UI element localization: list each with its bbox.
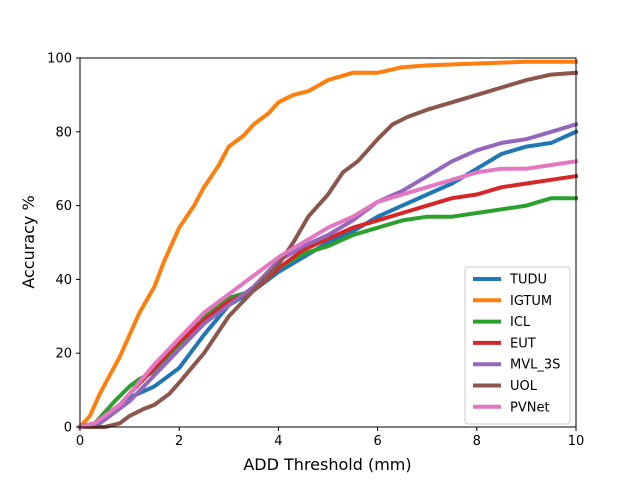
y-tick-label: 60 [55,199,72,214]
series-lines [77,59,579,430]
legend-items: TUDU IGTUM ICL EUT MVL_3S UOL PVNet [473,273,560,415]
legend-label: MVL_3S [510,358,560,373]
y-axis-ticks: 0 20 40 60 80 100 [47,52,80,436]
y-tick-label: 100 [47,52,72,67]
y-tick-label: 80 [55,125,72,140]
axes-frame [79,57,577,428]
x-tick-label: 8 [473,434,481,449]
y-axis-label: Accuracy % [19,195,38,288]
x-tick-label: 6 [373,434,381,449]
y-tick-label: 20 [55,347,72,362]
x-tick-label: 4 [274,434,282,449]
y-tick-label: 0 [64,421,72,436]
x-tick-label: 10 [568,434,585,449]
x-tick-label: 2 [175,434,183,449]
plot-area [77,57,579,430]
legend: TUDU IGTUM ICL EUT MVL_3S UOL PVNet [464,266,571,425]
legend-label: IGTUM [510,294,552,309]
legend-label: ICL [510,315,531,330]
series-line-igtum [77,59,578,430]
series-line-pvnet [77,159,579,430]
legend-label: TUDU [509,273,547,288]
y-tick-label: 40 [55,273,72,288]
legend-label: PVNet [510,400,550,415]
legend-label: UOL [510,379,538,394]
legend-label: EUT [510,336,536,351]
series-line-uol [78,70,579,429]
x-axis-label: ADD Threshold (mm) [243,455,411,474]
x-tick-label: 0 [76,434,84,449]
series-line-mvl-3s [78,121,579,429]
x-axis-ticks: 0 2 4 6 8 10 [76,427,584,449]
